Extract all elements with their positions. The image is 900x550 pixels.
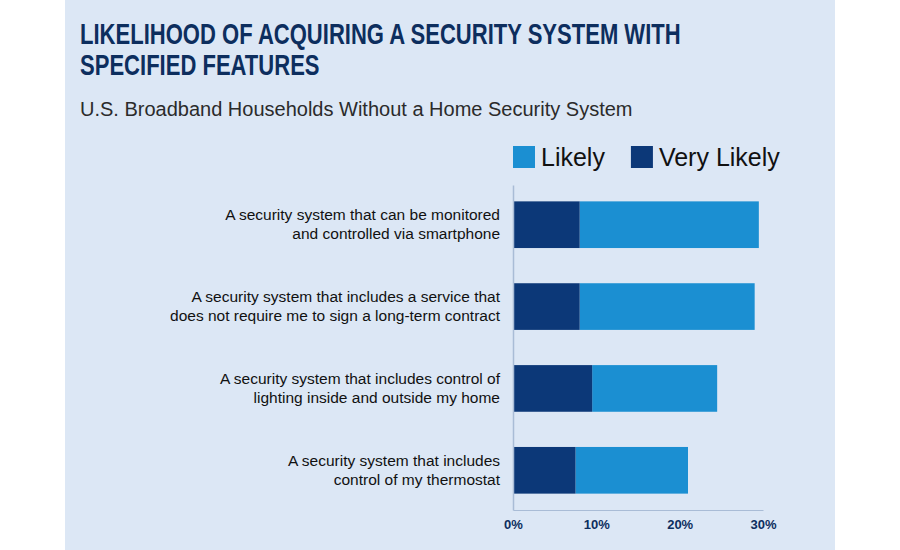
bar: [513, 283, 580, 330]
bar: [580, 283, 755, 330]
title-group: LIKELIHOOD OF ACQUIRING A SECURITY SYSTE…: [80, 18, 681, 81]
y-tick-label: A security system that includes control o…: [288, 452, 501, 488]
plot: 0% 10% 20% 30% A security system that can be…: [170, 186, 777, 533]
x-tick: 10%: [584, 510, 610, 532]
series: [576, 201, 759, 493]
y-tick-label: A security system that includes control …: [220, 370, 501, 406]
y-tick-label-line: A security system that includes: [288, 452, 500, 469]
y-tick-label-line: and controlled via smartphone: [292, 225, 500, 242]
y-tick-label: A security system that includes a servic…: [170, 288, 501, 324]
bar: [580, 201, 759, 248]
y-tick: A security system that can be monitored a…: [225, 206, 513, 242]
legend-item: Very Likely: [631, 143, 780, 171]
y-axis-line: [513, 186, 515, 511]
x-tick: 0%: [504, 510, 523, 532]
bar: [513, 365, 592, 412]
bar: [576, 447, 689, 494]
chart: LIKELIHOOD OF ACQUIRING A SECURITY SYSTE…: [0, 0, 900, 550]
y-tick-label-line: does not require me to sign a long-term …: [170, 307, 501, 324]
x-axis: 0% 10% 20% 30%: [504, 510, 777, 532]
bar: [592, 365, 717, 412]
legend-swatch: [513, 146, 535, 168]
legend-swatch: [631, 146, 653, 168]
x-tick-label: 30%: [750, 517, 776, 532]
x-tick: 20%: [667, 510, 693, 532]
series: [513, 201, 592, 493]
legend-label: Likely: [541, 143, 605, 171]
legend-item: Likely: [513, 143, 605, 171]
y-tick: A security system that includes control o…: [288, 452, 513, 488]
title-line: SPECIFIED FEATURES: [80, 49, 320, 81]
y-tick-label: A security system that can be monitored a…: [225, 206, 500, 242]
subtitle: U.S. Broadband Households Without a Home…: [80, 98, 632, 120]
title: LIKELIHOOD OF ACQUIRING A SECURITY SYSTE…: [80, 18, 681, 81]
y-axis: A security system that can be monitored a…: [170, 186, 513, 511]
y-tick: A security system that includes a servic…: [170, 288, 513, 324]
y-tick-label-line: lighting inside and outside my home: [254, 389, 500, 406]
bars: [513, 201, 759, 493]
x-tick: 30%: [750, 510, 776, 532]
y-tick-label-line: A security system that includes control …: [220, 370, 501, 387]
y-tick: A security system that includes control …: [220, 370, 513, 406]
y-tick-label-line: A security system that can be monitored: [225, 206, 500, 223]
x-tick-label: 0%: [504, 517, 523, 532]
bar: [513, 201, 580, 248]
x-tick-label: 20%: [667, 517, 693, 532]
x-tick-label: 10%: [584, 517, 610, 532]
legend-label: Very Likely: [659, 143, 780, 171]
x-axis-line: [514, 510, 764, 511]
bar: [513, 447, 576, 494]
legend: Likely Very Likely: [513, 143, 780, 171]
background: [65, 0, 835, 550]
y-tick-label-line: control of my thermostat: [334, 471, 501, 488]
title-line: LIKELIHOOD OF ACQUIRING A SECURITY SYSTE…: [80, 18, 681, 50]
y-tick-label-line: A security system that includes a servic…: [192, 288, 501, 305]
